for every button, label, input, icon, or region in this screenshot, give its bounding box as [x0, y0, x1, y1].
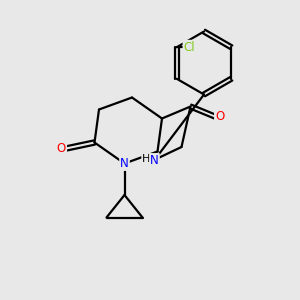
Text: O: O [215, 110, 224, 124]
Text: N: N [150, 154, 159, 167]
Text: O: O [57, 142, 66, 155]
Text: N: N [120, 157, 129, 170]
Text: H: H [142, 154, 151, 164]
Text: Cl: Cl [184, 41, 195, 54]
